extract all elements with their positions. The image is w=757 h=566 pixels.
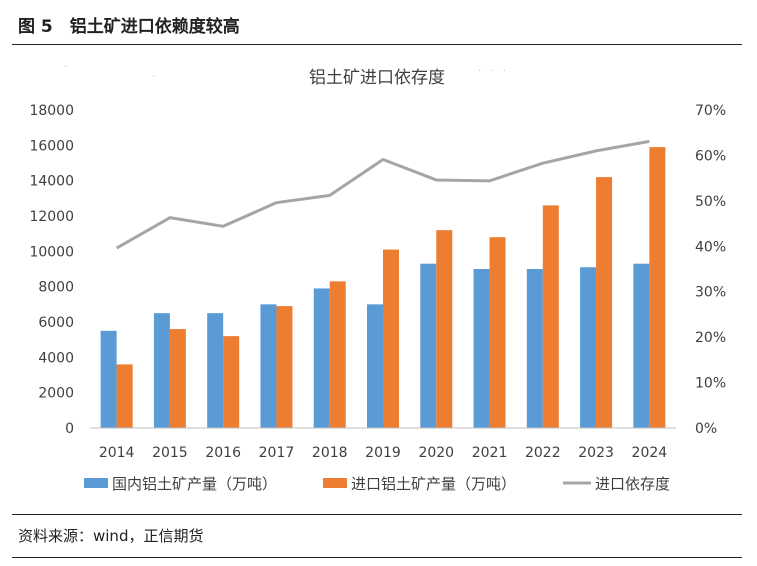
domestic-bar xyxy=(473,269,490,428)
left-axis-tick-label: 2000 xyxy=(38,386,74,402)
import-bar xyxy=(489,237,506,428)
x-axis-tick-label: 2024 xyxy=(632,445,668,461)
x-axis-tick-label: 2020 xyxy=(418,445,454,461)
domestic-bar xyxy=(153,313,170,428)
x-axis-tick-label: 2014 xyxy=(99,445,135,461)
domestic-bar xyxy=(580,267,597,428)
domestic-bar xyxy=(633,263,650,428)
left-axis-tick-label: 16000 xyxy=(29,138,74,154)
left-axis-tick-label: 10000 xyxy=(29,244,74,260)
domestic-bar xyxy=(100,330,117,428)
legend-label: 进口依存度 xyxy=(595,475,670,493)
import-bar xyxy=(116,364,133,428)
right-axis-tick-label: 70% xyxy=(695,103,726,119)
left-axis-tick-label: 12000 xyxy=(29,209,74,225)
domestic-bar xyxy=(367,304,383,428)
import-bar xyxy=(276,306,293,428)
import-bar xyxy=(169,329,186,428)
x-axis-tick-label: 2021 xyxy=(472,445,508,461)
import-bar xyxy=(383,249,399,428)
top-rule xyxy=(12,44,742,45)
right-axis-tick-label: 10% xyxy=(695,376,726,392)
x-axis-tick-label: 2023 xyxy=(578,445,614,461)
import-bar xyxy=(649,147,666,428)
import-bar xyxy=(436,230,453,428)
chart-title: 铝土矿进口依存度 xyxy=(309,68,445,88)
bar-series xyxy=(100,147,666,428)
watermark-dots: · xyxy=(64,62,71,73)
dependency-line xyxy=(115,139,650,250)
legend-swatch xyxy=(84,478,108,488)
figure-title: 图 5 铝土矿进口依赖度较高 xyxy=(18,17,240,37)
legend-label: 进口铝土矿产量（万吨） xyxy=(351,475,516,493)
import-bar xyxy=(223,336,240,428)
x-axis-tick-label: 2017 xyxy=(259,445,295,461)
left-axis-tick-label: 8000 xyxy=(38,280,74,296)
right-axis-tick-label: 50% xyxy=(695,194,726,210)
domestic-bar xyxy=(207,313,224,428)
x-axis-tick-label: 2018 xyxy=(312,445,348,461)
legend: 国内铝土矿产量（万吨） 进口铝土矿产量（万吨） 进口依存度 xyxy=(84,475,670,493)
left-axis-tick-label: 14000 xyxy=(29,174,74,190)
right-axis-tick-label: 20% xyxy=(695,330,726,346)
domestic-bar xyxy=(526,269,543,428)
x-axis-tick-label: 2022 xyxy=(525,445,561,461)
x-axis-tick-label: 2016 xyxy=(205,445,241,461)
legend-swatch xyxy=(323,478,347,488)
source-note: 资料来源：wind，正信期货 xyxy=(18,527,204,545)
domestic-bar xyxy=(313,288,330,428)
right-axis: 0% 10% 20% 30% 40% 50% 60% 70% xyxy=(695,103,726,437)
right-axis-tick-label: 60% xyxy=(695,148,726,164)
left-axis-tick-label: 6000 xyxy=(38,315,74,331)
right-axis-tick-label: 40% xyxy=(695,239,726,255)
x-axis: 2014 2015 2016 2017 2018 2019 2020 2021 2022 2023… xyxy=(99,445,667,461)
x-axis-tick-label: 2015 xyxy=(152,445,188,461)
left-axis: 0 2000 4000 6000 8000 10000 12000 14000 16000 180… xyxy=(29,103,74,437)
watermark-dots: · xyxy=(152,72,159,83)
left-axis-tick-label: 4000 xyxy=(38,350,74,366)
legend-label: 国内铝土矿产量（万吨） xyxy=(112,475,277,493)
left-axis-tick-label: 18000 xyxy=(29,103,74,119)
import-bar xyxy=(329,281,346,428)
domestic-bar xyxy=(260,304,277,428)
bottom-rule xyxy=(12,557,742,558)
line-series xyxy=(115,139,650,250)
import-bar xyxy=(542,205,559,428)
domestic-bar xyxy=(420,263,437,428)
right-axis-tick-label: 0% xyxy=(695,421,717,437)
import-bar xyxy=(596,177,613,428)
watermark-dots: · · · xyxy=(478,66,509,77)
middle-rule xyxy=(12,514,742,515)
x-axis-tick-label: 2019 xyxy=(365,445,401,461)
right-axis-tick-label: 30% xyxy=(695,285,726,301)
left-axis-tick-label: 0 xyxy=(65,421,74,437)
